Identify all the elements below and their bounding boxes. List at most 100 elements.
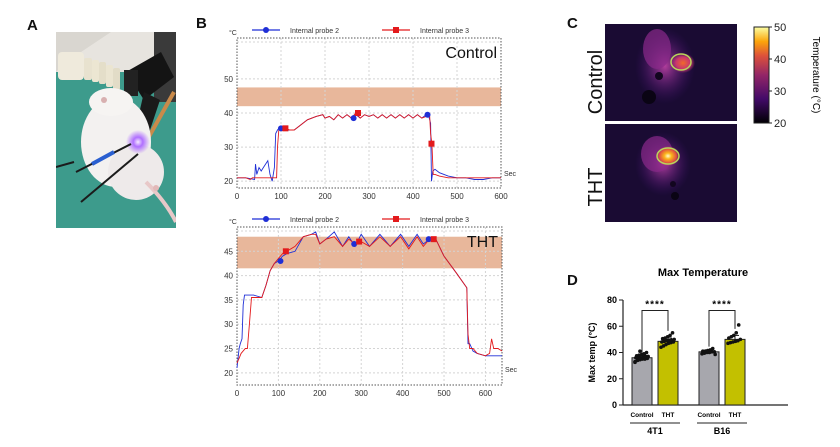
x-tick-label: 0: [235, 192, 240, 201]
colorbar-tick-label: 30: [774, 86, 786, 98]
category-label: Control: [697, 412, 720, 419]
data-point: [644, 350, 649, 355]
tube-connector: [58, 52, 120, 90]
y-tick-label: 30: [224, 143, 233, 152]
data-point: [664, 338, 669, 343]
x-tick-label: 0: [235, 389, 240, 397]
tht-temperature-chart: 0 100 200 300 400 500 600 20 25 30 35 40 45 °C Sec THT I…: [224, 216, 518, 397]
y-tick-label: 50: [224, 75, 233, 84]
x-unit-label: Sec: [505, 367, 518, 374]
data-marker-circle: [350, 115, 357, 122]
roi-ellipse-control: [670, 53, 692, 71]
data-marker-circle: [351, 241, 358, 248]
panel-letter-b: B: [196, 15, 207, 32]
y-tick-label: 40: [224, 109, 233, 118]
significance-bracket: [708, 310, 736, 347]
legend-marker-circle: [263, 27, 269, 33]
temperature-colorbar: 20 30 40 50 Temperature (°C): [753, 22, 821, 128]
thermal-images: [605, 24, 737, 222]
y-tick-label: 45: [224, 247, 233, 256]
legend-marker-square: [393, 216, 399, 222]
panel-letter-c: C: [567, 15, 578, 32]
colorbar-label: Temperature (°C): [810, 37, 821, 114]
data-point: [638, 349, 642, 353]
group-label: 4T1: [647, 426, 663, 436]
bar-4T1-THT: [657, 340, 679, 406]
y-tick-label: 25: [224, 345, 233, 354]
bar-4T1-Control: [631, 357, 653, 406]
y-axis-label: Max temp (°C): [587, 322, 597, 382]
y-tick-label: 20: [607, 374, 617, 384]
y-tick-label: 60: [607, 321, 617, 331]
x-tick-label: 600: [479, 389, 493, 397]
colorbar-tick-label: 40: [774, 54, 786, 66]
y-tick-label: 30: [224, 320, 233, 329]
data-marker-square: [428, 140, 435, 147]
data-marker-square: [282, 125, 289, 132]
legend-marker-square: [393, 27, 399, 33]
x-tick-label: 100: [274, 192, 288, 201]
data-marker-square: [430, 236, 437, 243]
data-marker-circle: [277, 258, 284, 265]
chart-title: Max Temperature: [658, 267, 748, 279]
max-temperature-bar-chart: Max Temperature Max temp (°C) 0 20 40 60 80 Con…: [587, 267, 788, 436]
panel-letter-d: D: [567, 272, 578, 289]
data-point: [668, 333, 672, 338]
data-point: [643, 354, 648, 359]
colorbar-tick-label: 50: [774, 22, 786, 34]
significance-bracket: [641, 310, 669, 353]
x-tick-label: 100: [272, 389, 286, 397]
y-tick-label: 20: [224, 177, 233, 186]
condition-label: Control: [445, 45, 497, 62]
data-point: [738, 337, 743, 342]
data-point: [731, 333, 736, 338]
colorbar-tick-label: 20: [774, 118, 786, 128]
legend-label: Internal probe 3: [420, 28, 469, 35]
thermal-image-control: [605, 24, 737, 121]
y-unit-label: °C: [229, 218, 237, 226]
y-tick-label: 0: [612, 400, 617, 410]
legend-marker-circle: [263, 216, 269, 222]
experiment-photo: [56, 32, 176, 228]
target-temperature-band: [237, 236, 502, 269]
mouse: [81, 88, 176, 223]
x-tick-label: 400: [406, 192, 420, 201]
plot-frame: [236, 226, 503, 386]
x-tick-label: 300: [355, 389, 369, 397]
data-marker-square: [355, 110, 361, 116]
y-tick-label: 35: [224, 296, 233, 305]
panel-letter-a: A: [27, 17, 38, 34]
bar-B16-Control: [698, 351, 720, 406]
data-marker-square: [282, 248, 289, 255]
significance-label: ****: [645, 300, 665, 311]
plasma-glow: [126, 130, 150, 154]
significance-label: ****: [712, 300, 732, 311]
x-tick-label: 500: [437, 389, 451, 397]
plot-frame: [236, 37, 502, 189]
electrodes: [56, 143, 139, 203]
data-point: [701, 349, 705, 353]
thermal-image-tht: [605, 124, 737, 222]
x-tick-label: 600: [494, 192, 508, 201]
control-temperature-chart: 0 100 200 300 400 500 600 20 30 40 50 °C Sec Control I…: [224, 27, 517, 201]
group-label: B16: [714, 426, 731, 436]
x-tick-label: 500: [450, 192, 464, 201]
category-label: THT: [662, 412, 675, 419]
experiment-photo-illustration: [56, 32, 176, 228]
data-marker-circle: [424, 111, 431, 118]
y-unit-label: °C: [229, 29, 237, 37]
y-tick-label: 40: [607, 348, 617, 358]
y-tick-label: 80: [607, 295, 617, 305]
data-point: [633, 360, 637, 365]
roi-ellipse-tht: [656, 147, 680, 165]
x-tick-label: 200: [313, 389, 327, 397]
y-tick-label: 40: [224, 272, 233, 281]
data-point: [672, 337, 676, 342]
data-point: [635, 358, 640, 363]
data-marker-circle: [425, 236, 432, 243]
data-point: [734, 331, 739, 335]
target-temperature-band: [237, 87, 501, 107]
x-tick-label: 300: [362, 192, 376, 201]
data-marker-square: [356, 238, 363, 245]
condition-label: THT: [467, 234, 498, 251]
